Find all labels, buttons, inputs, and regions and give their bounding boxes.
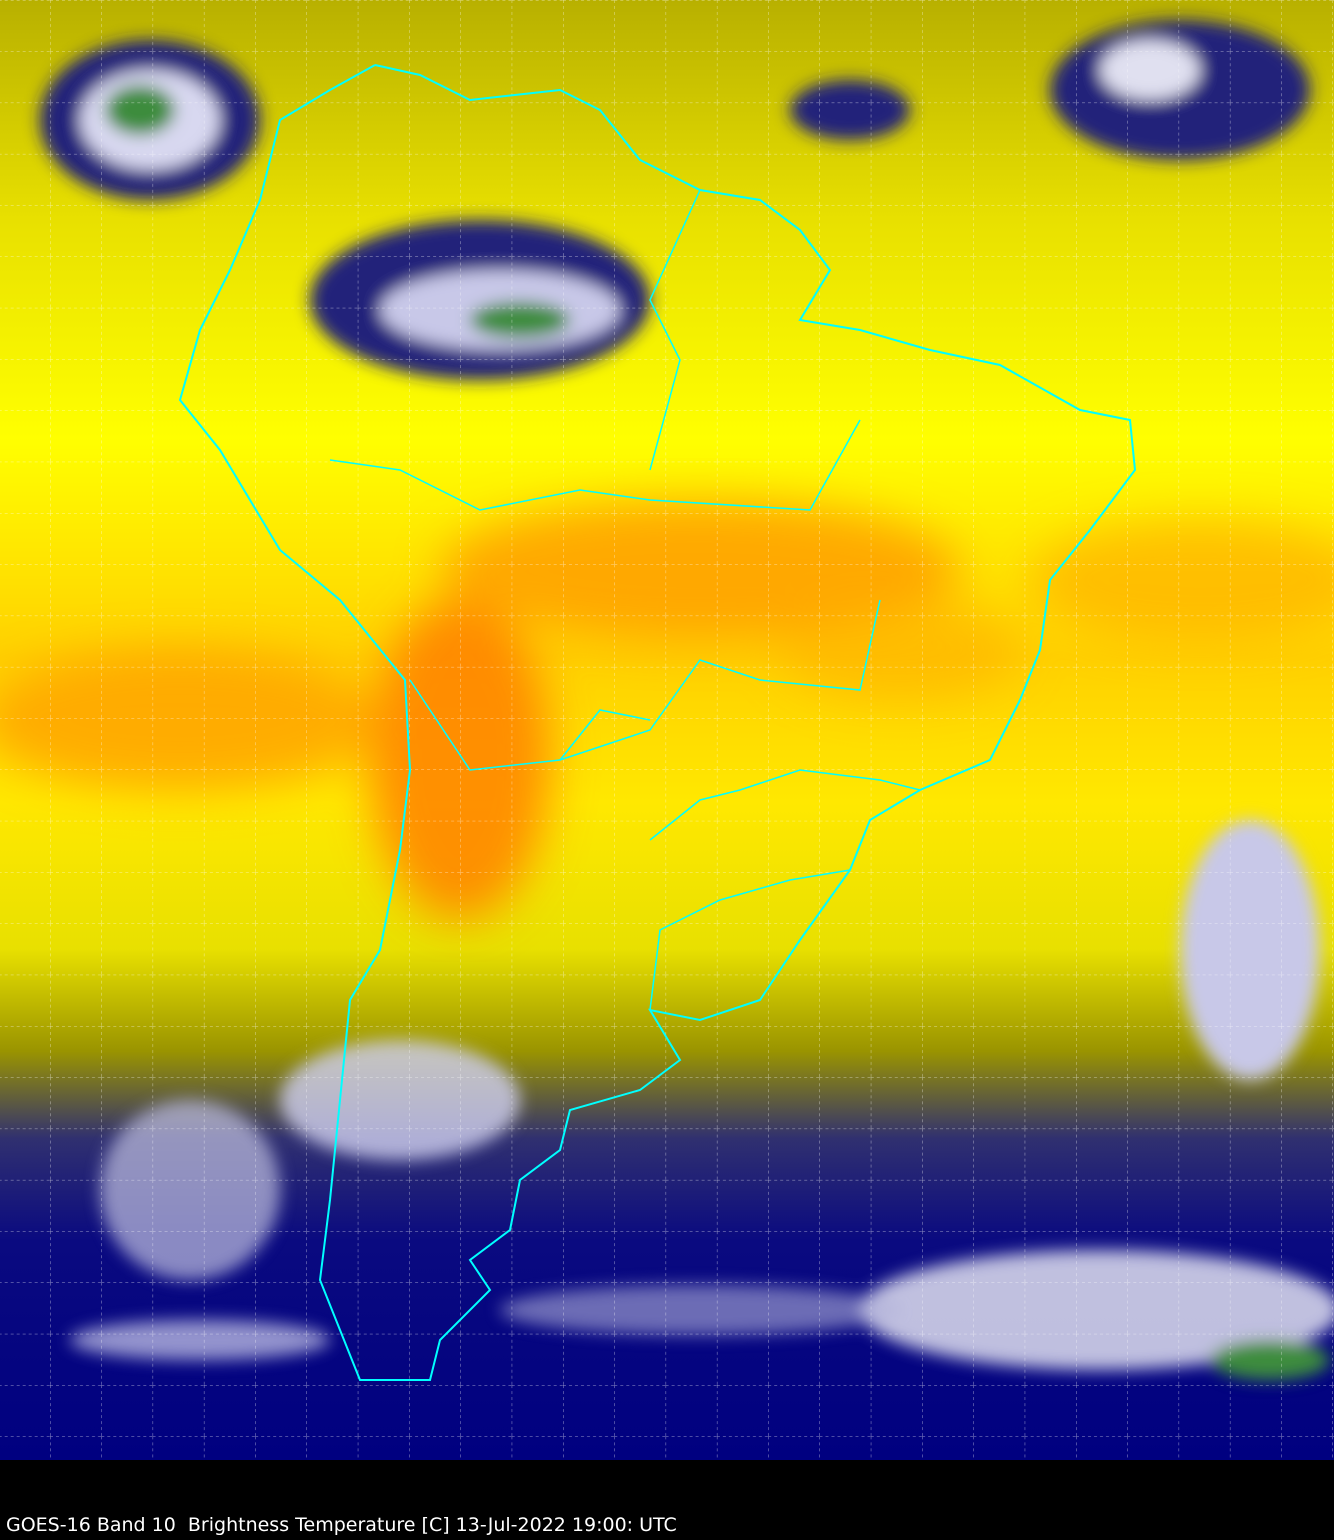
coastline — [178, 64, 1137, 1381]
country-borders — [329, 189, 921, 1011]
image-caption: GOES-16 Band 10 Brightness Temperature [… — [6, 1514, 677, 1536]
lat-lon-grid — [0, 0, 1334, 1460]
satellite-map — [0, 0, 1334, 1460]
